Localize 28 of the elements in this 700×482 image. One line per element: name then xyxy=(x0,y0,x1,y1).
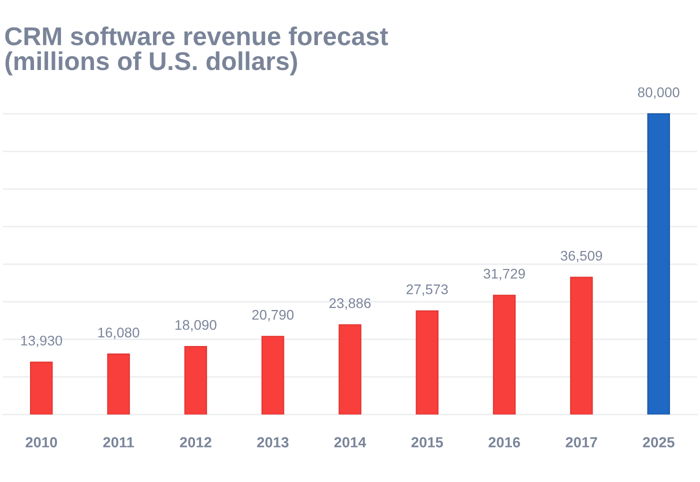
data-label: 23,886 xyxy=(329,298,371,310)
bar xyxy=(184,346,208,415)
bar xyxy=(647,113,670,415)
bar xyxy=(570,276,593,415)
x-tick-label: 2025 xyxy=(642,437,674,448)
x-tick-label: 2017 xyxy=(566,437,598,448)
data-label: 36,509 xyxy=(560,250,602,262)
data-label: 27,573 xyxy=(406,284,448,296)
chart-title: CRM software revenue forecast (millions of U.S. dollars) xyxy=(5,26,388,76)
x-tick-label: 2016 xyxy=(488,437,520,448)
x-tick-label: 2012 xyxy=(180,437,212,448)
bar xyxy=(338,324,362,415)
data-label: 31,729 xyxy=(484,268,525,280)
bar xyxy=(492,294,516,415)
data-label: 16,080 xyxy=(98,328,140,340)
data-label: 20,790 xyxy=(252,310,294,322)
x-tick-label: 2014 xyxy=(334,437,366,448)
x-tick-label: 2010 xyxy=(26,437,58,448)
x-tick-label: 2011 xyxy=(103,437,134,448)
data-label: 13,930 xyxy=(21,336,62,348)
data-label: 18,090 xyxy=(176,320,216,332)
bar xyxy=(107,354,130,415)
bar xyxy=(416,310,439,415)
x-tick-label: 2015 xyxy=(411,437,443,448)
data-label: 80,000 xyxy=(638,87,680,99)
x-tick-label: 2013 xyxy=(257,437,289,448)
bar xyxy=(261,336,284,415)
bar xyxy=(30,362,53,415)
